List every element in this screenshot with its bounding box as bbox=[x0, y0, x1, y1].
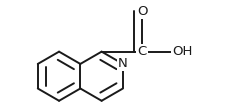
Text: C: C bbox=[137, 45, 147, 58]
Text: O: O bbox=[137, 5, 147, 18]
Text: OH: OH bbox=[172, 45, 193, 58]
Text: N: N bbox=[118, 57, 128, 70]
